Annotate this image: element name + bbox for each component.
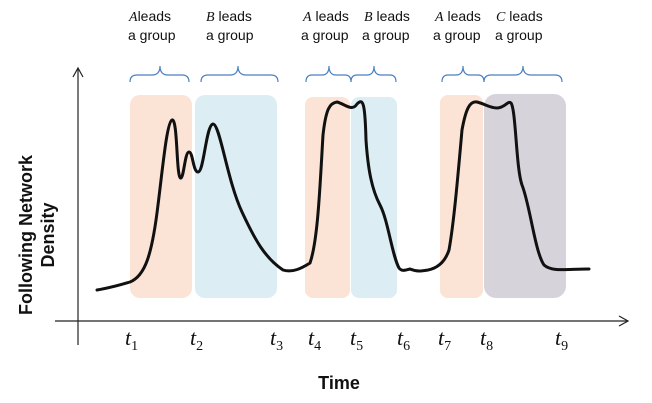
- x-axis-title: Time: [318, 373, 360, 393]
- annotation-6: C leads a group: [495, 8, 543, 43]
- svg-text:Aleads: Aleads: [128, 8, 171, 25]
- svg-text:B leads: B leads: [364, 8, 410, 25]
- annotation-text: leads: [138, 8, 171, 24]
- leader-letter: A: [302, 10, 312, 25]
- density-curve: [95, 100, 591, 292]
- annotation-text: a group: [433, 27, 481, 43]
- time-mark-t8: t8: [480, 325, 493, 354]
- y-axis-title: Following Network Density: [16, 154, 58, 315]
- leader-annotations: Aleads a group B leads a group A leads a…: [128, 8, 543, 43]
- annotation-3: A leads a group: [301, 8, 349, 43]
- leadership-bands: [130, 94, 566, 298]
- svg-text:C leads: C leads: [496, 8, 543, 25]
- annotation-text: leads: [509, 8, 542, 24]
- annotation-text: leads: [315, 8, 348, 24]
- brace-6: [483, 65, 563, 83]
- brace-5: [441, 65, 485, 83]
- brace-1: [129, 65, 190, 83]
- x-axis-arrow: [618, 315, 630, 327]
- time-mark-t9: t9: [555, 325, 568, 354]
- time-mark-t6: t6: [397, 325, 410, 354]
- band-a-2: [305, 97, 350, 298]
- svg-text:A leads: A leads: [434, 8, 481, 25]
- time-mark-t4: t4: [308, 325, 321, 354]
- annotation-text: leads: [376, 8, 409, 24]
- time-mark-t7: t7: [438, 325, 451, 354]
- brace-2: [200, 65, 279, 83]
- leader-letter: A: [128, 10, 138, 25]
- leader-letter: A: [434, 10, 444, 25]
- annotation-4: B leads a group: [362, 8, 410, 43]
- brace-4: [350, 65, 397, 83]
- annotation-text: leads: [218, 8, 251, 24]
- time-marks: t1 t2 t3 t4 t5 t6 t7 t8 t9: [125, 325, 568, 354]
- leader-letter: C: [496, 10, 506, 25]
- annotation-text: a group: [206, 27, 254, 43]
- time-mark-t5: t5: [350, 325, 363, 354]
- annotation-1: Aleads a group: [128, 8, 176, 43]
- y-axis-arrow: [72, 66, 84, 78]
- annotation-5: A leads a group: [433, 8, 481, 43]
- svg-text:B leads: B leads: [206, 8, 252, 25]
- annotation-text: a group: [128, 27, 176, 43]
- band-b-2: [351, 97, 397, 298]
- time-mark-t2: t2: [190, 325, 203, 354]
- annotation-2: B leads a group: [206, 8, 254, 43]
- annotation-text: leads: [447, 8, 480, 24]
- leader-letter: B: [364, 10, 373, 25]
- time-mark-t3: t3: [270, 325, 283, 354]
- y-axis-title-line2: Density: [38, 202, 58, 267]
- band-a-1: [130, 95, 192, 298]
- braces: [129, 65, 563, 83]
- annotation-text: a group: [495, 27, 543, 43]
- axes: [55, 66, 630, 345]
- brace-3: [305, 65, 352, 83]
- time-mark-t1: t1: [125, 325, 138, 354]
- y-axis-title-line1: Following Network: [16, 154, 36, 315]
- annotation-text: a group: [362, 27, 410, 43]
- annotation-text: a group: [301, 27, 349, 43]
- svg-text:A leads: A leads: [302, 8, 349, 25]
- leader-letter: B: [206, 10, 215, 25]
